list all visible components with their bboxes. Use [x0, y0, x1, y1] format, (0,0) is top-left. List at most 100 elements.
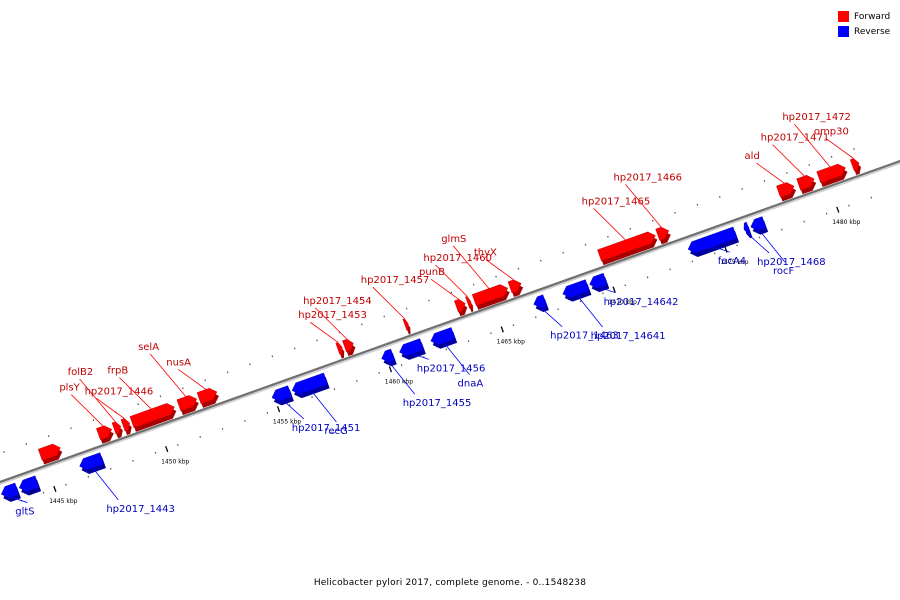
- gene-arrow[interactable]: [18, 475, 40, 492]
- gene-arrow[interactable]: [796, 175, 815, 191]
- gene-arrow[interactable]: [1, 482, 20, 499]
- minor-tick: [204, 379, 207, 382]
- gene-arrow[interactable]: [196, 388, 218, 405]
- gene-hp2017_1446[interactable]: [120, 418, 132, 436]
- gene-label: hp2017_1455: [403, 398, 472, 409]
- gene-punB[interactable]: [454, 299, 468, 317]
- minor-tick: [333, 388, 336, 390]
- gene-plsY[interactable]: [96, 425, 114, 444]
- gene-hp2017_1465[interactable]: [597, 231, 658, 266]
- gene-arrow[interactable]: [402, 318, 409, 331]
- minor-tick: [3, 451, 5, 454]
- gene-arrow[interactable]: [176, 395, 198, 412]
- gene-hp2017_14641[interactable]: [562, 279, 592, 302]
- leader-line: [71, 394, 104, 427]
- gene-ald[interactable]: [776, 182, 797, 202]
- gene-features[interactable]: [1, 158, 861, 502]
- leader-line: [314, 307, 348, 340]
- gene-arrow[interactable]: [96, 425, 113, 441]
- minor-tick: [450, 291, 453, 294]
- gene-arrow[interactable]: [79, 452, 105, 471]
- gene-hp2017_1453[interactable]: [335, 342, 345, 359]
- leader-line: [96, 398, 125, 419]
- gene-arrow[interactable]: [849, 158, 860, 172]
- gene-arrow[interactable]: [589, 272, 608, 289]
- gene-arrow[interactable]: [465, 296, 472, 309]
- gene-label: hp2017_1443: [106, 504, 175, 515]
- gene-arrow[interactable]: [399, 338, 425, 357]
- gene-nusA[interactable]: [196, 388, 219, 408]
- minor-tick: [249, 363, 251, 366]
- gene-rocF[interactable]: [750, 216, 769, 235]
- gene-label: gltS: [15, 507, 34, 518]
- minor-tick: [65, 483, 67, 486]
- gene-recG[interactable]: [291, 372, 330, 399]
- gene-hp2017_1455[interactable]: [381, 348, 397, 367]
- gene-hp2017_14642[interactable]: [589, 272, 610, 293]
- minor-tick: [602, 292, 604, 295]
- gene-folB2[interactable]: [111, 421, 123, 439]
- gene-hp2017_1457[interactable]: [402, 318, 411, 335]
- gene-selA[interactable]: [176, 395, 199, 416]
- leader-line: [310, 321, 339, 343]
- gene-arrow[interactable]: [750, 216, 767, 231]
- minor-tick: [629, 227, 632, 230]
- gene-glmS[interactable]: [471, 284, 510, 310]
- gene-feature-3[interactable]: [37, 443, 63, 465]
- gene-arrow[interactable]: [342, 338, 354, 353]
- minor-tick: [808, 164, 811, 166]
- gene-arrow[interactable]: [454, 299, 466, 313]
- gene-arrow[interactable]: [271, 385, 293, 402]
- minor-tick: [830, 156, 833, 158]
- minor-tick: [624, 284, 627, 287]
- gene-arrow[interactable]: [597, 231, 656, 262]
- leader-line: [310, 389, 337, 423]
- legend: Forward Reverse: [838, 9, 890, 39]
- gene-hp2017_1451[interactable]: [271, 385, 294, 406]
- gene-gltS[interactable]: [1, 482, 21, 502]
- gene-arrow[interactable]: [37, 443, 61, 461]
- gene-arrow[interactable]: [129, 403, 175, 429]
- major-tick: [836, 206, 840, 213]
- gene-hp2017_1443[interactable]: [79, 452, 106, 474]
- gene-arrow[interactable]: [471, 284, 509, 307]
- gene-hp2017_1468[interactable]: [743, 221, 753, 239]
- gene-arrow[interactable]: [562, 279, 590, 298]
- minor-tick: [316, 339, 318, 342]
- gene-frpB[interactable]: [129, 403, 177, 432]
- gene-arrow[interactable]: [335, 342, 343, 355]
- gene-arrow[interactable]: [687, 226, 738, 254]
- gene-arrow[interactable]: [776, 182, 795, 198]
- gene-arrow[interactable]: [291, 372, 328, 395]
- gene-fecA4[interactable]: [687, 226, 740, 258]
- gene-arrow[interactable]: [743, 221, 751, 235]
- gene-hp2017_1472[interactable]: [816, 163, 848, 187]
- gene-arrow[interactable]: [120, 418, 130, 432]
- gene-omp30[interactable]: [849, 158, 861, 175]
- gene-hp2017_1460[interactable]: [465, 296, 474, 313]
- minor-tick: [691, 260, 694, 263]
- gene-label: hp2017_1446: [85, 386, 154, 397]
- gene-arrow[interactable]: [381, 348, 396, 363]
- gene-arrow[interactable]: [533, 294, 548, 309]
- gene-hp2017_1454[interactable]: [342, 338, 356, 357]
- gene-arrow[interactable]: [655, 226, 670, 241]
- gene-arrow[interactable]: [507, 279, 522, 294]
- major-tick: [388, 366, 393, 373]
- gene-arrow[interactable]: [111, 421, 121, 435]
- gene-hp2017_1471[interactable]: [796, 175, 817, 195]
- gene-arrow[interactable]: [430, 327, 456, 345]
- gene-thyX[interactable]: [507, 279, 524, 298]
- leader-line: [794, 123, 831, 168]
- gene-label: glmS: [441, 234, 466, 245]
- minor-tick: [288, 404, 291, 406]
- legend-forward-label: Forward: [854, 11, 891, 22]
- gene-hp2017_1466[interactable]: [655, 226, 671, 245]
- gene-dnaA[interactable]: [430, 327, 458, 349]
- gene-feature-1[interactable]: [18, 475, 42, 496]
- gene-hp2017_1456[interactable]: [399, 338, 426, 360]
- minor-tick: [674, 211, 676, 214]
- minor-tick: [137, 403, 139, 406]
- gene-arrow[interactable]: [816, 163, 846, 184]
- gene-hp2017_1463[interactable]: [533, 294, 549, 313]
